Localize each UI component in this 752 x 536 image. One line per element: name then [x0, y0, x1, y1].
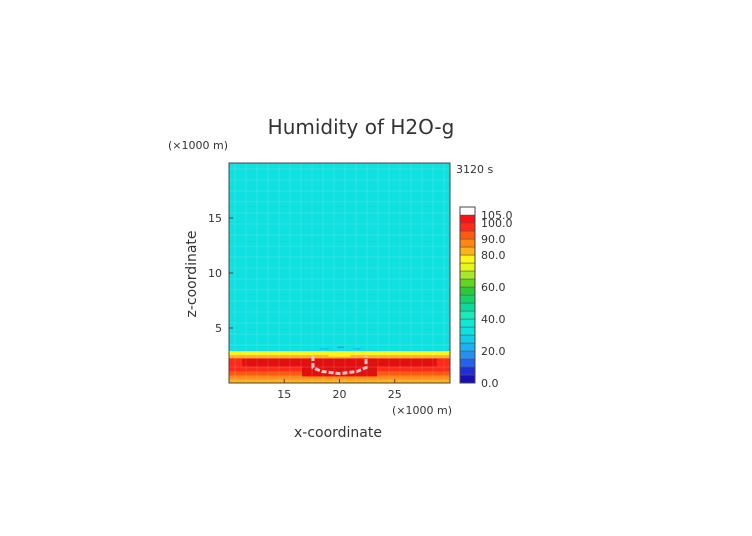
y-tick-label-2: 15 [208, 212, 222, 225]
colorbar-tick-label-0: 0.0 [481, 377, 499, 390]
colorbar-band-21 [459, 206, 476, 216]
colorbar-tick-label-2: 40.0 [481, 313, 506, 326]
colorbar [459, 206, 476, 384]
field-region-4 [229, 375, 450, 380]
colorbar-band-0 [459, 374, 476, 384]
colorbar-band-16 [459, 246, 476, 256]
x-unit-label: (×1000 m) [392, 404, 452, 417]
field-region-12 [353, 348, 361, 350]
colorbar-frame [459, 206, 476, 384]
y-tick-label-0: 5 [215, 322, 222, 335]
colorbar-tick-label-1: 20.0 [481, 345, 506, 358]
colorbar-band-11 [459, 286, 476, 296]
colorbar-tick-label-4: 80.0 [481, 249, 506, 262]
field-region-10 [319, 348, 329, 350]
contour-line-0 [311, 356, 368, 376]
colorbar-band-10 [459, 294, 476, 304]
x-axis-ticks: 15 20 25 [277, 379, 402, 401]
x-tick-label-1: 20 [333, 388, 347, 401]
colorbar-band-5 [459, 334, 476, 344]
colorbar-band-7 [459, 318, 476, 328]
x-axis-label: x-coordinate [294, 425, 382, 441]
colorbar-band-13 [459, 270, 476, 280]
colorbar-band-3 [459, 350, 476, 360]
colorbar-band-6 [459, 326, 476, 336]
time-label: 3120 s [456, 163, 493, 176]
colorbar-band-19 [459, 222, 476, 232]
colorbar-band-4 [459, 342, 476, 352]
x-tick-label-0: 15 [277, 388, 291, 401]
colorbar-band-1 [459, 366, 476, 376]
colorbar-band-14 [459, 262, 476, 272]
y-tick-label-1: 10 [208, 267, 222, 280]
x-tick-label-2: 25 [388, 388, 402, 401]
y-unit-label: (×1000 m) [168, 139, 228, 152]
colorbar-band-20 [459, 214, 476, 224]
plot-area [229, 163, 450, 383]
y-axis-label: z-coordinate [184, 230, 200, 317]
y-axis-ticks: 5 10 15 [208, 212, 233, 335]
colorbar-band-17 [459, 238, 476, 248]
field-region-11 [337, 346, 344, 348]
field-region-9 [328, 351, 351, 357]
colorbar-band-8 [459, 310, 476, 320]
chart-title: Humidity of H2O-g [268, 115, 455, 139]
colorbar-tick-label-3: 60.0 [481, 281, 506, 294]
colorbar-tick-label-6: 100.0 [481, 217, 513, 230]
colorbar-band-2 [459, 358, 476, 368]
colorbar-band-18 [459, 230, 476, 240]
field-region-0 [229, 163, 450, 352]
colorbar-band-9 [459, 302, 476, 312]
colorbar-tick-label-5: 90.0 [481, 233, 506, 246]
contour-layer [311, 356, 368, 376]
colorbar-tick-label-7: 105.0 [481, 209, 513, 222]
colorbar-band-12 [459, 278, 476, 288]
colorbar-band-15 [459, 254, 476, 264]
